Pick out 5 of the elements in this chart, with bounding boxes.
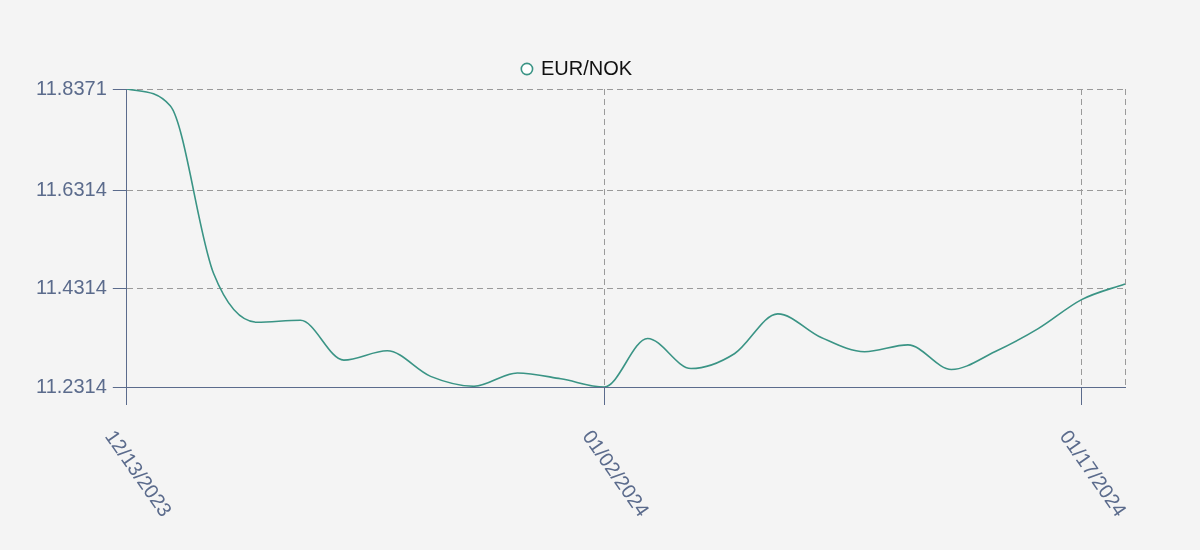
legend-label: EUR/NOK [540, 56, 633, 79]
y-tick-label: 11.6314 [36, 177, 107, 200]
y-tick-label: 11.4314 [36, 276, 107, 299]
y-tick-label: 11.8371 [36, 76, 107, 99]
y-tick-label: 11.2314 [36, 374, 107, 397]
